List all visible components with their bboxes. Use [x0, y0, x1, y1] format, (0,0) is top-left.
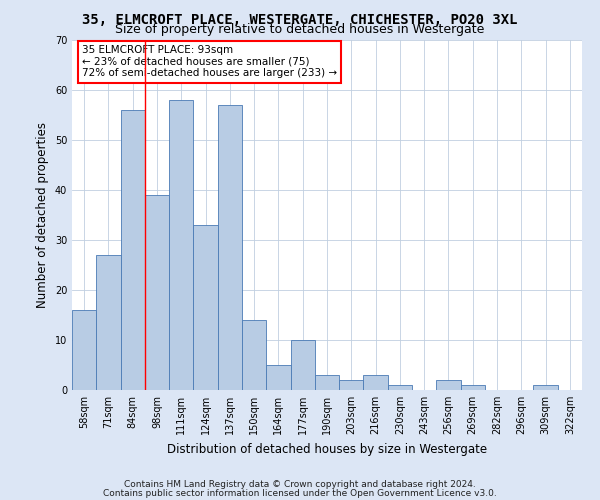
Text: Contains HM Land Registry data © Crown copyright and database right 2024.: Contains HM Land Registry data © Crown c… — [124, 480, 476, 489]
Bar — [218, 105, 242, 390]
Bar — [193, 225, 218, 390]
Text: 35, ELMCROFT PLACE, WESTERGATE, CHICHESTER, PO20 3XL: 35, ELMCROFT PLACE, WESTERGATE, CHICHEST… — [82, 12, 518, 26]
Text: Size of property relative to detached houses in Westergate: Size of property relative to detached ho… — [115, 24, 485, 36]
Bar — [290, 340, 315, 390]
Text: Contains public sector information licensed under the Open Government Licence v3: Contains public sector information licen… — [103, 489, 497, 498]
Bar — [388, 385, 412, 390]
Bar — [364, 375, 388, 390]
Text: 35 ELMCROFT PLACE: 93sqm
← 23% of detached houses are smaller (75)
72% of semi-d: 35 ELMCROFT PLACE: 93sqm ← 23% of detach… — [82, 46, 337, 78]
Bar — [315, 375, 339, 390]
Bar — [461, 385, 485, 390]
Bar — [533, 385, 558, 390]
Bar — [436, 380, 461, 390]
Y-axis label: Number of detached properties: Number of detached properties — [36, 122, 49, 308]
Bar — [339, 380, 364, 390]
Bar — [145, 195, 169, 390]
Bar — [96, 255, 121, 390]
Bar — [121, 110, 145, 390]
Bar — [242, 320, 266, 390]
Bar — [72, 310, 96, 390]
Bar — [266, 365, 290, 390]
Bar — [169, 100, 193, 390]
X-axis label: Distribution of detached houses by size in Westergate: Distribution of detached houses by size … — [167, 442, 487, 456]
